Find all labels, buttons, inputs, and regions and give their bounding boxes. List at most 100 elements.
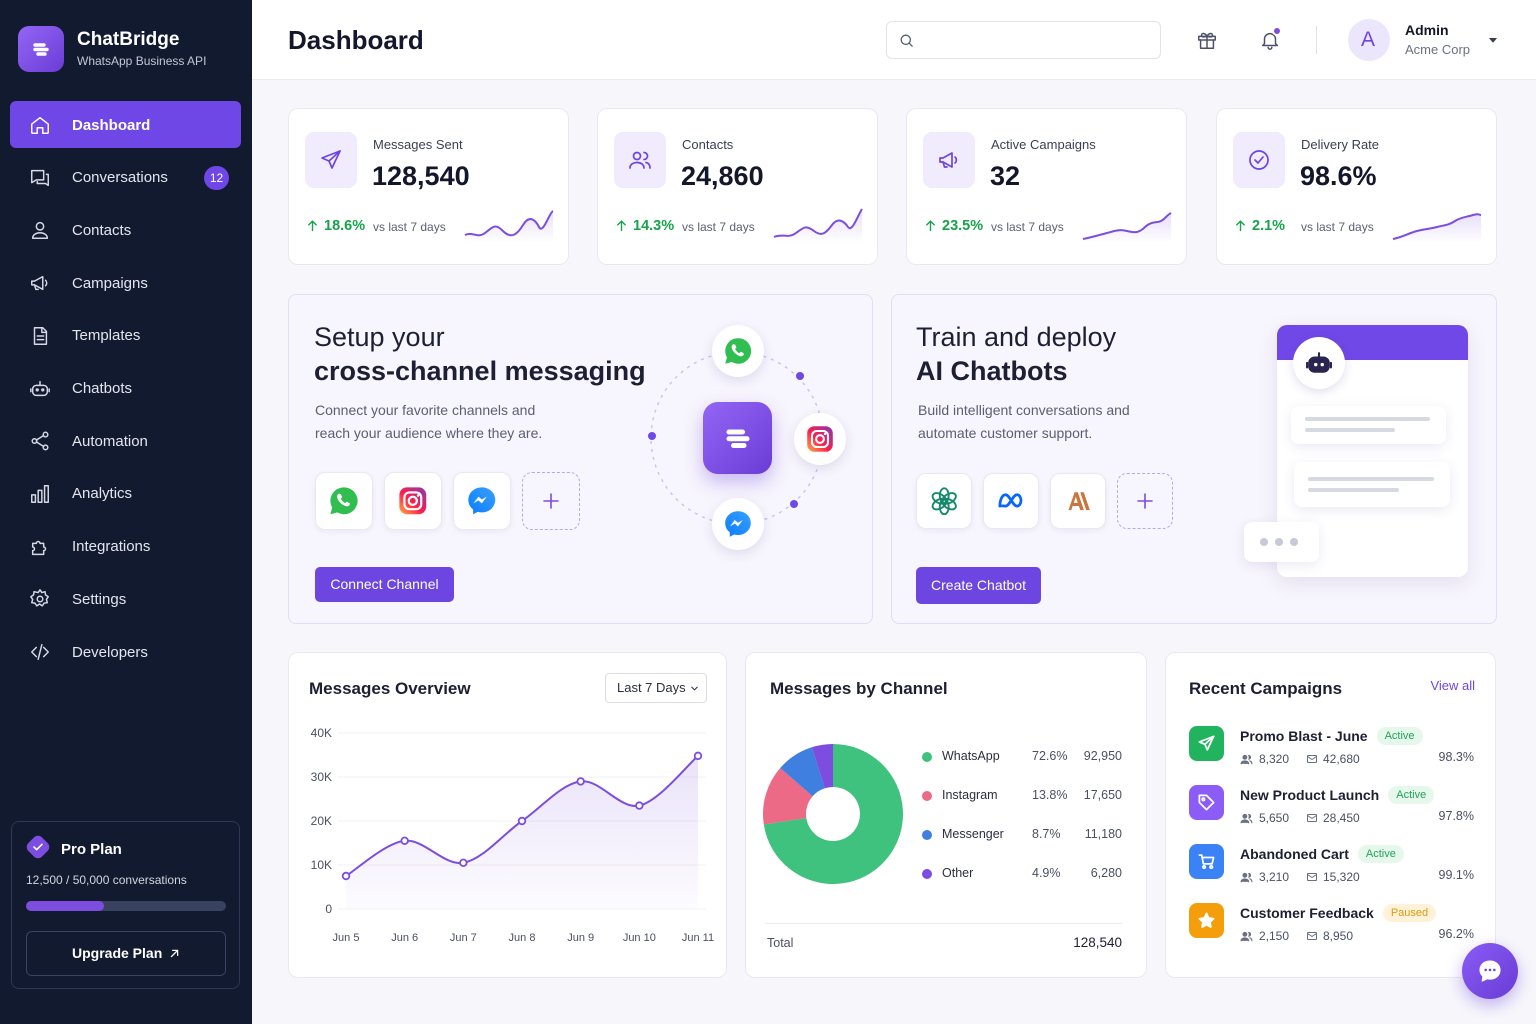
icon-part: [726, 429, 750, 449]
upgrade-label: Upgrade Plan: [72, 945, 163, 962]
legend-dot: [922, 869, 932, 879]
campaign-name: Customer Feedback: [1240, 905, 1374, 921]
typing-dot: [1260, 538, 1268, 546]
brand-tagline: WhatsApp Business API: [77, 53, 207, 68]
donut-segment: [763, 744, 903, 884]
channel-tile[interactable]: [1117, 473, 1173, 529]
chart-title: Messages Overview: [309, 679, 471, 699]
nav-label: Developers: [72, 643, 148, 661]
stat-icon-box: [923, 132, 975, 188]
stat-period: vs last 7 days: [682, 219, 755, 234]
icon-part: [41, 387, 45, 392]
icon-part: [954, 156, 958, 164]
icon-part: [632, 151, 642, 161]
channel-tile[interactable]: [522, 472, 580, 530]
y-tick-label: 20K: [311, 814, 332, 828]
legend-count: 6,280: [1090, 866, 1122, 881]
stat-value: 128,540: [372, 161, 470, 192]
icon-part: [31, 540, 47, 555]
icon-part: [1201, 797, 1206, 802]
icon-part: [1307, 874, 1317, 878]
stat-icon: [629, 151, 651, 169]
stat-change: 23.5%: [942, 217, 984, 234]
icon-part: [1489, 37, 1497, 43]
total-label: Total: [767, 936, 794, 951]
range-chevron: [691, 686, 698, 691]
avatar[interactable]: [1348, 19, 1390, 61]
campaign-recipients: 3,210: [1259, 869, 1290, 884]
icon-part: [31, 384, 49, 396]
icon-part: [31, 438, 38, 445]
icon-part: [1137, 493, 1153, 509]
nav-label: Campaigns: [72, 274, 148, 292]
icon-part: [1493, 968, 1496, 972]
icon-part: [407, 495, 419, 507]
recipients-icon: [1240, 931, 1253, 942]
campaign-name: Promo Blast - June: [1240, 728, 1368, 744]
icon-part: [1307, 873, 1317, 881]
icon-part: [1242, 813, 1248, 819]
icon-part: [1240, 878, 1250, 883]
bubble-line: [1305, 428, 1395, 432]
recipients-icon: [1240, 872, 1253, 883]
setup-card: Setup your cross-channel messaging Connect…: [288, 294, 873, 624]
icon-part: [1484, 968, 1487, 972]
nav-icon: [30, 589, 49, 607]
sparkline: [464, 210, 554, 243]
icon-part: [1198, 854, 1215, 865]
legend-dot: [922, 830, 932, 840]
legend-dot: [922, 791, 932, 801]
recipients-icon: [1240, 813, 1253, 824]
x-tick-label: Jun 5: [333, 932, 360, 944]
connect-button[interactable]: Connect Channel: [315, 567, 454, 602]
recipients-icon: [1240, 754, 1253, 765]
icon-part: [473, 496, 488, 504]
legend-count: 92,950: [1083, 749, 1122, 764]
icon-part: [1248, 872, 1253, 883]
whatsapp-logo: [330, 487, 358, 515]
icon-part: [1248, 813, 1253, 824]
channel-tile[interactable]: [916, 473, 972, 529]
icon-part: [44, 279, 48, 287]
icon-part: [33, 843, 43, 851]
icon-part: [31, 494, 37, 503]
icon-part: [1198, 912, 1215, 928]
icon-part: [35, 434, 45, 448]
legend-count: 17,650: [1083, 788, 1122, 803]
view-all-link[interactable]: View all: [1430, 677, 1475, 693]
messages-icon: [1307, 814, 1317, 822]
icon-part: [1068, 492, 1084, 510]
campaign-icon: [1198, 912, 1215, 928]
create-chatbot-button[interactable]: Create Chatbot: [916, 567, 1041, 604]
icon-part: [1307, 933, 1317, 937]
campaign-rate: 99.1%: [1438, 868, 1474, 883]
bubble-line: [1308, 487, 1399, 492]
legend-label: Instagram: [942, 788, 998, 803]
stat-icon: [939, 152, 958, 168]
icon-part: [1198, 794, 1215, 811]
chatbot-title: Train and deploy: [916, 322, 1117, 353]
avatar-initial: A: [1361, 28, 1376, 52]
search-box[interactable]: [886, 21, 1161, 59]
line-point: [693, 751, 703, 761]
stat-icon: [1249, 150, 1269, 170]
icon-part: [31, 169, 45, 184]
icon-part: [328, 150, 341, 162]
icon-part: [403, 491, 423, 511]
icon-part: [1248, 754, 1253, 765]
hub-glyph: [726, 429, 750, 449]
nav-icon: [30, 380, 50, 396]
icon-part: [33, 43, 49, 56]
campaign-rate: 97.8%: [1438, 809, 1474, 824]
nav-icon: [31, 116, 49, 134]
messages-icon: [1307, 873, 1317, 881]
upgrade-button[interactable]: [26, 931, 226, 976]
line-point: [341, 871, 351, 881]
icon-part: [35, 387, 39, 392]
campaign-recipients: 8,320: [1259, 751, 1290, 766]
messenger-logo: [468, 487, 496, 515]
range-dropdown[interactable]: [605, 673, 707, 703]
icon-part: [900, 34, 912, 46]
icon-part: [1307, 932, 1317, 940]
nav-label: Chatbots: [72, 380, 133, 397]
